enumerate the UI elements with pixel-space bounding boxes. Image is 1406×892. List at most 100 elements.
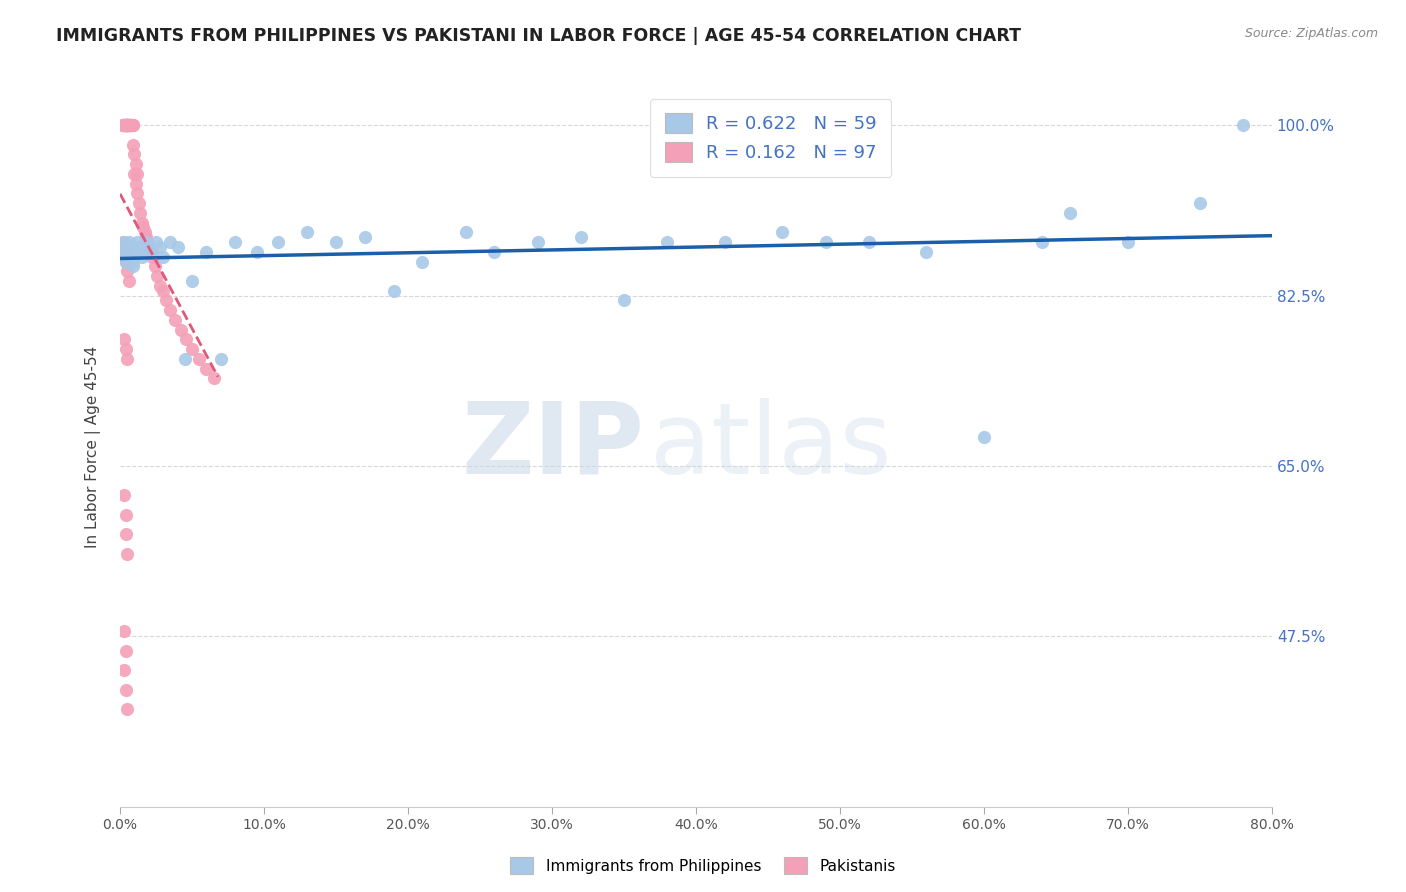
Point (152, 250, 174, 264)
Point (121, 118, 143, 132)
Point (117, 118, 139, 132)
Point (117, 351, 139, 366)
Point (117, 118, 139, 132)
Point (526, 235, 548, 249)
Point (138, 240, 160, 254)
Point (174, 333, 197, 347)
Point (173, 351, 195, 366)
Point (353, 230, 375, 244)
Point (117, 244, 139, 259)
Point (121, 118, 143, 132)
Point (141, 244, 163, 259)
Point (411, 254, 433, 268)
Point (132, 220, 155, 235)
Point (246, 244, 269, 259)
Point (117, 118, 139, 132)
Point (120, 118, 142, 132)
Point (382, 284, 405, 298)
Point (121, 118, 143, 132)
Point (117, 118, 139, 132)
Point (973, 430, 995, 444)
Point (112, 235, 135, 249)
Point (112, 118, 135, 132)
Point (134, 225, 156, 239)
Point (114, 118, 136, 132)
Point (129, 206, 152, 220)
Point (117, 118, 139, 132)
Point (117, 118, 139, 132)
Point (613, 293, 636, 308)
Point (112, 118, 135, 132)
Point (114, 118, 136, 132)
Point (118, 274, 141, 288)
Point (118, 118, 141, 132)
Point (143, 260, 166, 274)
Point (155, 293, 177, 308)
Point (120, 118, 142, 132)
Point (202, 371, 225, 385)
Point (118, 240, 141, 254)
Point (129, 240, 152, 254)
Point (117, 264, 139, 278)
Point (127, 186, 149, 201)
Point (118, 118, 141, 132)
Point (169, 323, 191, 337)
Point (120, 244, 142, 259)
Point (111, 118, 134, 132)
Point (118, 118, 141, 132)
Point (181, 342, 204, 356)
Point (136, 235, 159, 249)
Point (118, 118, 141, 132)
Text: Source: ZipAtlas.com: Source: ZipAtlas.com (1244, 27, 1378, 40)
Point (118, 118, 141, 132)
Point (149, 278, 172, 293)
Point (112, 118, 135, 132)
Point (127, 235, 149, 249)
Point (484, 244, 506, 259)
Point (1031, 235, 1053, 249)
Point (112, 118, 135, 132)
Text: ZIP: ZIP (461, 398, 644, 495)
Point (120, 118, 142, 132)
Point (128, 244, 150, 259)
Point (117, 118, 139, 132)
Point (114, 118, 136, 132)
Point (114, 118, 136, 132)
Point (112, 118, 135, 132)
Point (117, 118, 139, 132)
Point (112, 663, 135, 677)
Point (195, 244, 218, 259)
Point (117, 118, 139, 132)
Point (181, 274, 204, 288)
Point (135, 235, 157, 249)
Text: atlas: atlas (650, 398, 891, 495)
Point (135, 230, 157, 244)
Point (131, 250, 153, 264)
Point (770, 225, 793, 239)
Point (112, 488, 135, 502)
Point (117, 702, 139, 716)
Point (1232, 118, 1254, 132)
Text: IMMIGRANTS FROM PHILIPPINES VS PAKISTANI IN LABOR FORCE | AGE 45-54 CORRELATION : IMMIGRANTS FROM PHILIPPINES VS PAKISTANI… (56, 27, 1021, 45)
Point (814, 235, 837, 249)
Point (111, 244, 134, 259)
Point (122, 260, 145, 274)
Point (118, 118, 141, 132)
Point (124, 167, 146, 181)
Point (159, 235, 181, 249)
Point (124, 244, 146, 259)
Point (121, 250, 143, 264)
Point (114, 118, 136, 132)
Point (122, 137, 145, 152)
Point (114, 254, 136, 268)
Point (132, 244, 155, 259)
Point (114, 644, 136, 658)
Point (117, 250, 139, 264)
Point (149, 240, 172, 254)
Point (138, 240, 160, 254)
Point (114, 118, 136, 132)
Point (124, 147, 146, 161)
Point (118, 118, 141, 132)
Point (569, 230, 592, 244)
Point (858, 235, 880, 249)
